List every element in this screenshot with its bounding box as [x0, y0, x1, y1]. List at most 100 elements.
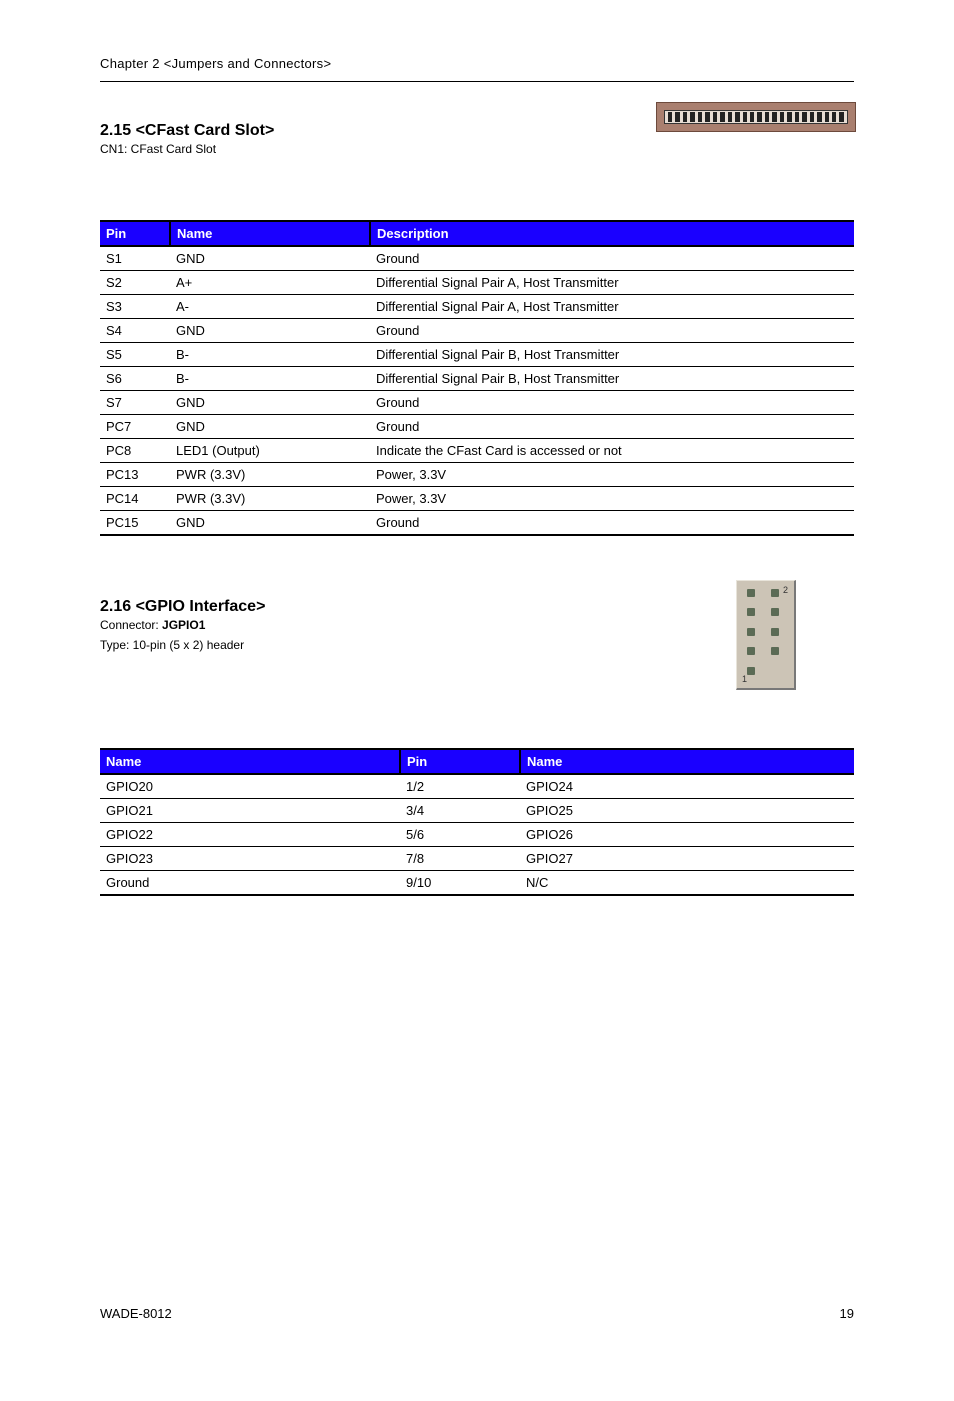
table-cell: S5: [100, 343, 170, 367]
header-pin-icon: [771, 628, 779, 636]
table-row: S1GNDGround: [100, 246, 854, 271]
col-header-pin: Pin: [400, 749, 520, 774]
header-pin-icon: [771, 608, 779, 616]
table-header-row: Name Pin Name: [100, 749, 854, 774]
table-cell: PWR (3.3V): [170, 487, 370, 511]
table-cell: Ground: [370, 246, 854, 271]
section-subhead: CN1: CFast Card Slot: [100, 142, 854, 156]
pin-number-1: 1: [742, 674, 747, 684]
table-cell: Differential Signal Pair A, Host Transmi…: [370, 295, 854, 319]
table-cell: 9/10: [400, 871, 520, 896]
table-row: S3A-Differential Signal Pair A, Host Tra…: [100, 295, 854, 319]
pin-number-2: 2: [783, 585, 788, 595]
chapter-label: Chapter 2: [100, 56, 160, 71]
table-cell: GPIO25: [520, 799, 854, 823]
table-row: GPIO201/2GPIO24: [100, 774, 854, 799]
table-cell: GPIO24: [520, 774, 854, 799]
table-cell: Ground: [370, 415, 854, 439]
table-cell: 3/4: [400, 799, 520, 823]
chapter-rule: [100, 81, 854, 82]
table-row: PC15GNDGround: [100, 511, 854, 536]
table-row: PC8LED1 (Output)Indicate the CFast Card …: [100, 439, 854, 463]
table-cell: A-: [170, 295, 370, 319]
table-cell: Differential Signal Pair A, Host Transmi…: [370, 271, 854, 295]
table-cell: GPIO23: [100, 847, 400, 871]
col-header-pin: Pin: [100, 221, 170, 246]
table-cell: PC7: [100, 415, 170, 439]
table-cell: S6: [100, 367, 170, 391]
cfast-pin-table: Pin Name Description S1GNDGroundS2A+Diff…: [100, 220, 854, 536]
table-row: PC14PWR (3.3V)Power, 3.3V: [100, 487, 854, 511]
cfast-connector-pins: [664, 110, 848, 124]
table-cell: PC14: [100, 487, 170, 511]
table-cell: PWR (3.3V): [170, 463, 370, 487]
col-header-name-r: Name: [520, 749, 854, 774]
header-pin-icon: [771, 667, 779, 675]
section-cfast: 2.15 <CFast Card Slot> CN1: CFast Card S…: [100, 122, 854, 536]
table-row: S2A+Differential Signal Pair A, Host Tra…: [100, 271, 854, 295]
footer-model: WADE-8012: [100, 1306, 172, 1321]
table-cell: N/C: [520, 871, 854, 896]
table-row: GPIO213/4GPIO25: [100, 799, 854, 823]
table-row: Ground9/10N/C: [100, 871, 854, 896]
header-pin-icon: [747, 589, 755, 597]
header-pin-icon: [747, 667, 755, 675]
header-pin-icon: [747, 647, 755, 655]
table-cell: GND: [170, 415, 370, 439]
chapter-title: Jumpers and Connectors: [172, 56, 324, 71]
table-cell: B-: [170, 367, 370, 391]
table-cell: GND: [170, 246, 370, 271]
table-row: PC7GNDGround: [100, 415, 854, 439]
table-cell: 5/6: [400, 823, 520, 847]
table-row: S6B-Differential Signal Pair B, Host Tra…: [100, 367, 854, 391]
chapter-line: Chapter 2 <Jumpers and Connectors>: [100, 56, 854, 71]
table-cell: GPIO20: [100, 774, 400, 799]
table-cell: 1/2: [400, 774, 520, 799]
gpio-pin-table: Name Pin Name GPIO201/2GPIO24GPIO213/4GP…: [100, 748, 854, 896]
table-cell: PC15: [100, 511, 170, 536]
col-header-desc: Description: [370, 221, 854, 246]
connector-label: Connector:: [100, 618, 159, 632]
table-row: GPIO237/8GPIO27: [100, 847, 854, 871]
table-cell: Ground: [370, 391, 854, 415]
table-cell: Differential Signal Pair B, Host Transmi…: [370, 343, 854, 367]
connector-value: JGPIO1: [162, 618, 205, 632]
table-cell: Indicate the CFast Card is accessed or n…: [370, 439, 854, 463]
table-cell: Differential Signal Pair B, Host Transmi…: [370, 367, 854, 391]
table-cell: GPIO26: [520, 823, 854, 847]
table-cell: GND: [170, 511, 370, 536]
header-pin-icon: [771, 647, 779, 655]
table-cell: GND: [170, 319, 370, 343]
header-pin-icon: [747, 608, 755, 616]
table-cell: GPIO27: [520, 847, 854, 871]
table-cell: Power, 3.3V: [370, 487, 854, 511]
gpio-header-icon: 1 2: [736, 580, 796, 690]
table-header-row: Pin Name Description: [100, 221, 854, 246]
footer-pagenum: 19: [840, 1306, 854, 1321]
table-cell: B-: [170, 343, 370, 367]
header-pin-icon: [747, 628, 755, 636]
cfast-connector-icon: [656, 102, 856, 132]
table-cell: Ground: [370, 511, 854, 536]
section-gpio: 2.16 <GPIO Interface> Connector: JGPIO1 …: [100, 598, 854, 896]
table-cell: S3: [100, 295, 170, 319]
table-row: GPIO225/6GPIO26: [100, 823, 854, 847]
page-footer: WADE-8012 19: [100, 1306, 854, 1321]
table-cell: LED1 (Output): [170, 439, 370, 463]
table-cell: Ground: [100, 871, 400, 896]
table-row: PC13PWR (3.3V)Power, 3.3V: [100, 463, 854, 487]
col-header-name-l: Name: [100, 749, 400, 774]
table-row: S7GNDGround: [100, 391, 854, 415]
table-cell: 7/8: [400, 847, 520, 871]
table-cell: GPIO22: [100, 823, 400, 847]
col-header-name: Name: [170, 221, 370, 246]
table-cell: Ground: [370, 319, 854, 343]
table-cell: PC13: [100, 463, 170, 487]
table-cell: PC8: [100, 439, 170, 463]
table-row: S4GNDGround: [100, 319, 854, 343]
table-row: S5B-Differential Signal Pair B, Host Tra…: [100, 343, 854, 367]
header-pin-icon: [771, 589, 779, 597]
table-cell: GND: [170, 391, 370, 415]
table-cell: S2: [100, 271, 170, 295]
table-cell: Power, 3.3V: [370, 463, 854, 487]
